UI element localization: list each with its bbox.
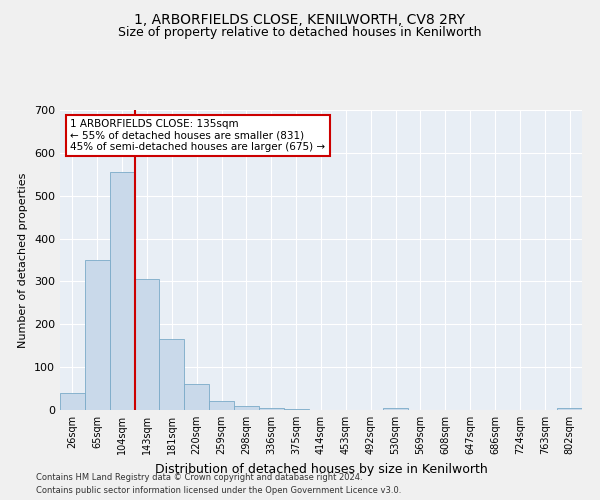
Bar <box>383 408 408 410</box>
Bar <box>85 260 110 410</box>
Bar <box>184 384 209 410</box>
Bar <box>557 408 582 410</box>
Text: Contains public sector information licensed under the Open Government Licence v3: Contains public sector information licen… <box>36 486 401 495</box>
Y-axis label: Number of detached properties: Number of detached properties <box>19 172 28 348</box>
Text: 1, ARBORFIELDS CLOSE, KENILWORTH, CV8 2RY: 1, ARBORFIELDS CLOSE, KENILWORTH, CV8 2R… <box>134 12 466 26</box>
Bar <box>209 400 234 410</box>
Bar <box>234 406 259 410</box>
X-axis label: Distribution of detached houses by size in Kenilworth: Distribution of detached houses by size … <box>155 462 487 475</box>
Bar <box>60 393 85 410</box>
Text: Size of property relative to detached houses in Kenilworth: Size of property relative to detached ho… <box>118 26 482 39</box>
Bar <box>284 409 308 410</box>
Bar <box>160 340 184 410</box>
Bar <box>110 172 134 410</box>
Bar <box>259 408 284 410</box>
Text: 1 ARBORFIELDS CLOSE: 135sqm
← 55% of detached houses are smaller (831)
45% of se: 1 ARBORFIELDS CLOSE: 135sqm ← 55% of det… <box>70 119 326 152</box>
Bar <box>134 280 160 410</box>
Text: Contains HM Land Registry data © Crown copyright and database right 2024.: Contains HM Land Registry data © Crown c… <box>36 474 362 482</box>
